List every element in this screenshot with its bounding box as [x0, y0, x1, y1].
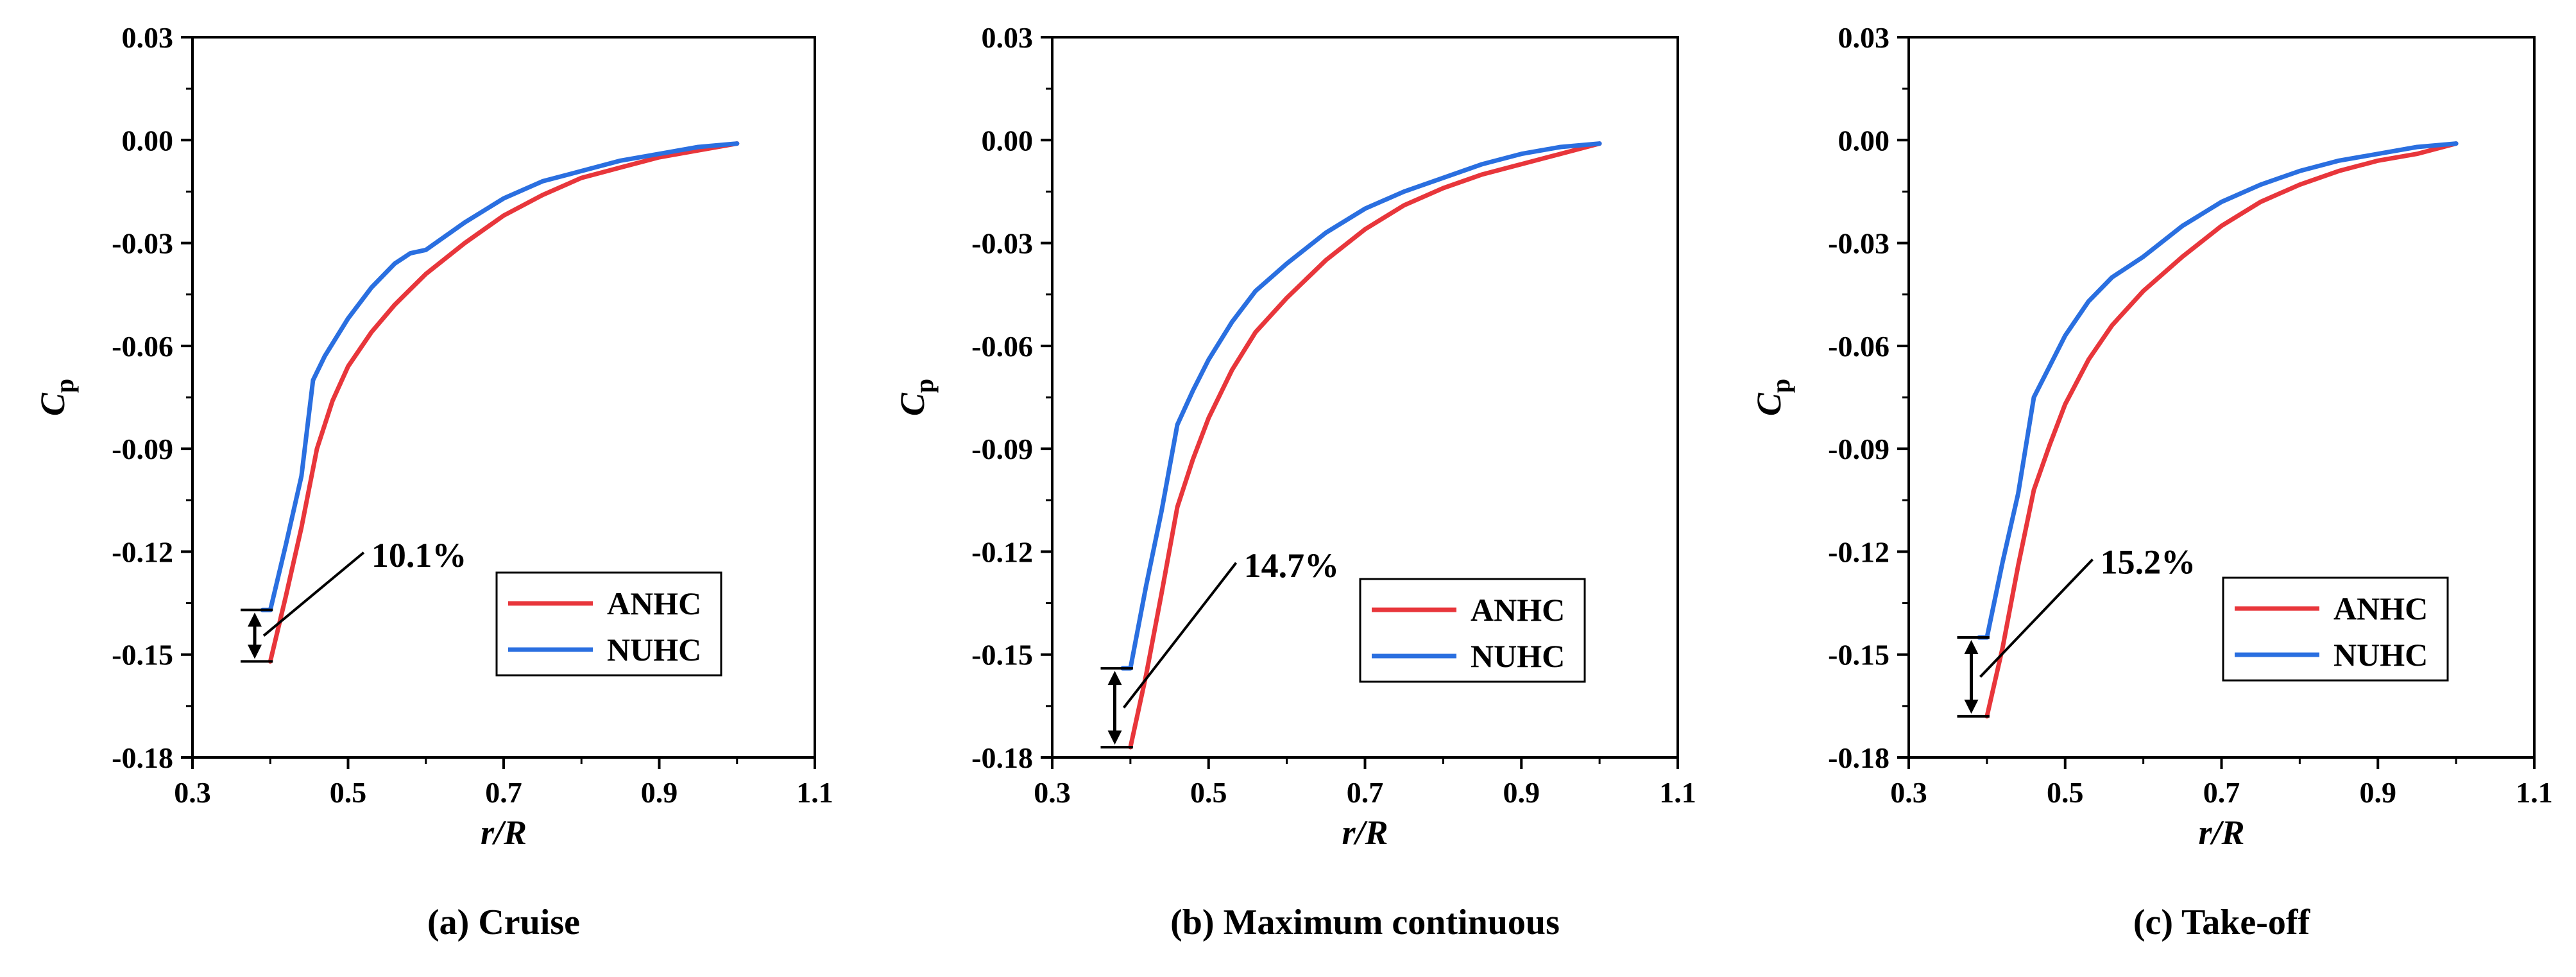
annotation-leader-line — [1122, 562, 1238, 709]
x-tick-label: 0.3 — [1034, 776, 1071, 809]
y-tick-label: -0.03 — [1828, 227, 1889, 260]
y-axis-title-main: C — [893, 392, 932, 416]
y-axis-title: Cp — [1750, 379, 1795, 416]
chart-panel-3: 0.030.00-0.03-0.06-0.09-0.12-0.15-0.180.… — [1750, 21, 2553, 942]
y-tick-label: -0.15 — [112, 639, 173, 671]
series-line-nuhc — [1977, 141, 2459, 640]
x-tick-label: 0.7 — [1347, 776, 1384, 809]
y-tick-label: 0.00 — [122, 124, 174, 157]
y-axis-title-sub: p — [50, 379, 79, 393]
x-tick-label: 0.3 — [1890, 776, 1927, 809]
y-axis-title: Cp — [33, 379, 79, 416]
annotation-label: 14.7% — [1244, 546, 1340, 585]
y-tick-label: -0.03 — [112, 227, 173, 260]
x-tick-label: 0.3 — [174, 776, 211, 809]
series-line-nuhc — [260, 141, 740, 612]
x-tick-label: 0.5 — [2047, 776, 2084, 809]
y-tick-label: -0.12 — [1828, 535, 1889, 568]
y-axis-title-sub: p — [1766, 379, 1795, 393]
annotation-arrowhead-up — [1107, 671, 1122, 686]
legend-label-nuhc: NUHC — [2333, 637, 2428, 673]
x-axis-title: r/R — [2198, 813, 2244, 852]
series-line-anhc — [268, 141, 740, 664]
y-tick-label: -0.06 — [1828, 330, 1889, 363]
legend-label-anhc: ANHC — [2333, 591, 2428, 627]
annotation-label: 15.2% — [2101, 542, 2196, 581]
y-tick-label: 0.03 — [122, 21, 174, 54]
y-tick-label: -0.15 — [971, 639, 1033, 671]
y-axis-title-main: C — [33, 392, 72, 416]
legend-box — [1359, 578, 1586, 683]
x-tick-label: 1.1 — [2516, 776, 2553, 809]
legend-box — [2222, 576, 2449, 682]
legend: ANHC NUHC — [1359, 578, 1586, 683]
y-tick-label: -0.15 — [1828, 639, 1889, 671]
legend-label-anhc: ANHC — [607, 585, 701, 621]
y-tick-label: 0.00 — [982, 124, 1034, 157]
chart-panel-1: 0.030.00-0.03-0.06-0.09-0.12-0.15-0.180.… — [33, 21, 833, 942]
x-tick-label: 0.5 — [1190, 776, 1227, 809]
annotation-arrowhead-down — [1107, 730, 1122, 745]
x-tick-label: 0.5 — [330, 776, 367, 809]
x-tick-label: 0.9 — [2360, 776, 2397, 809]
y-tick-label: -0.18 — [1828, 741, 1889, 774]
y-axis-title-sub: p — [910, 379, 939, 393]
x-tick-label: 0.7 — [2203, 776, 2240, 809]
annotation-label: 10.1% — [371, 536, 467, 575]
y-tick-label: -0.09 — [112, 433, 173, 465]
annotation-leader-line — [262, 551, 365, 637]
annotation-leader-line — [1979, 558, 2094, 678]
legend-label-nuhc: NUHC — [1471, 638, 1565, 674]
x-tick-label: 1.1 — [796, 776, 833, 809]
panel-caption: (c) Take-off — [2133, 903, 2311, 942]
legend-box — [495, 571, 722, 677]
chart-panel-2: 0.030.00-0.03-0.06-0.09-0.12-0.15-0.180.… — [893, 21, 1696, 942]
x-axis-title: r/R — [481, 813, 527, 852]
y-tick-label: 0.00 — [1838, 124, 1890, 157]
series-line-anhc — [1984, 141, 2459, 719]
legend: ANHC NUHC — [2222, 576, 2449, 682]
y-axis-title: Cp — [893, 379, 939, 416]
series-line-anhc — [1128, 141, 1602, 750]
y-tick-label: -0.12 — [112, 535, 173, 568]
x-tick-label: 0.9 — [1503, 776, 1540, 809]
legend-label-nuhc: NUHC — [607, 632, 701, 668]
y-tick-label: 0.03 — [1838, 21, 1890, 54]
series-line-nuhc — [1120, 141, 1602, 671]
y-tick-label: -0.03 — [971, 227, 1033, 260]
annotation-arrowhead-down — [248, 644, 262, 659]
y-axis-title-main: C — [1750, 392, 1788, 416]
y-tick-label: -0.06 — [971, 330, 1033, 363]
legend: ANHC NUHC — [495, 571, 722, 677]
panel-caption: (a) Cruise — [427, 903, 580, 942]
x-tick-label: 0.9 — [641, 776, 678, 809]
legend-label-anhc: ANHC — [1471, 592, 1565, 628]
y-tick-label: -0.12 — [971, 535, 1033, 568]
y-tick-label: -0.18 — [971, 741, 1033, 774]
y-tick-label: -0.06 — [112, 330, 173, 363]
annotation-arrowhead-up — [1964, 640, 1979, 654]
annotation-arrowhead-up — [248, 612, 262, 627]
x-tick-label: 1.1 — [1659, 776, 1696, 809]
y-tick-label: -0.09 — [971, 433, 1033, 465]
y-tick-label: -0.18 — [112, 741, 173, 774]
panel-caption: (b) Maximum continuous — [1170, 903, 1560, 942]
x-axis-title: r/R — [1342, 813, 1388, 852]
y-tick-label: -0.09 — [1828, 433, 1889, 465]
x-tick-label: 0.7 — [485, 776, 522, 809]
annotation-arrowhead-down — [1964, 699, 1979, 714]
y-tick-label: 0.03 — [982, 21, 1034, 54]
